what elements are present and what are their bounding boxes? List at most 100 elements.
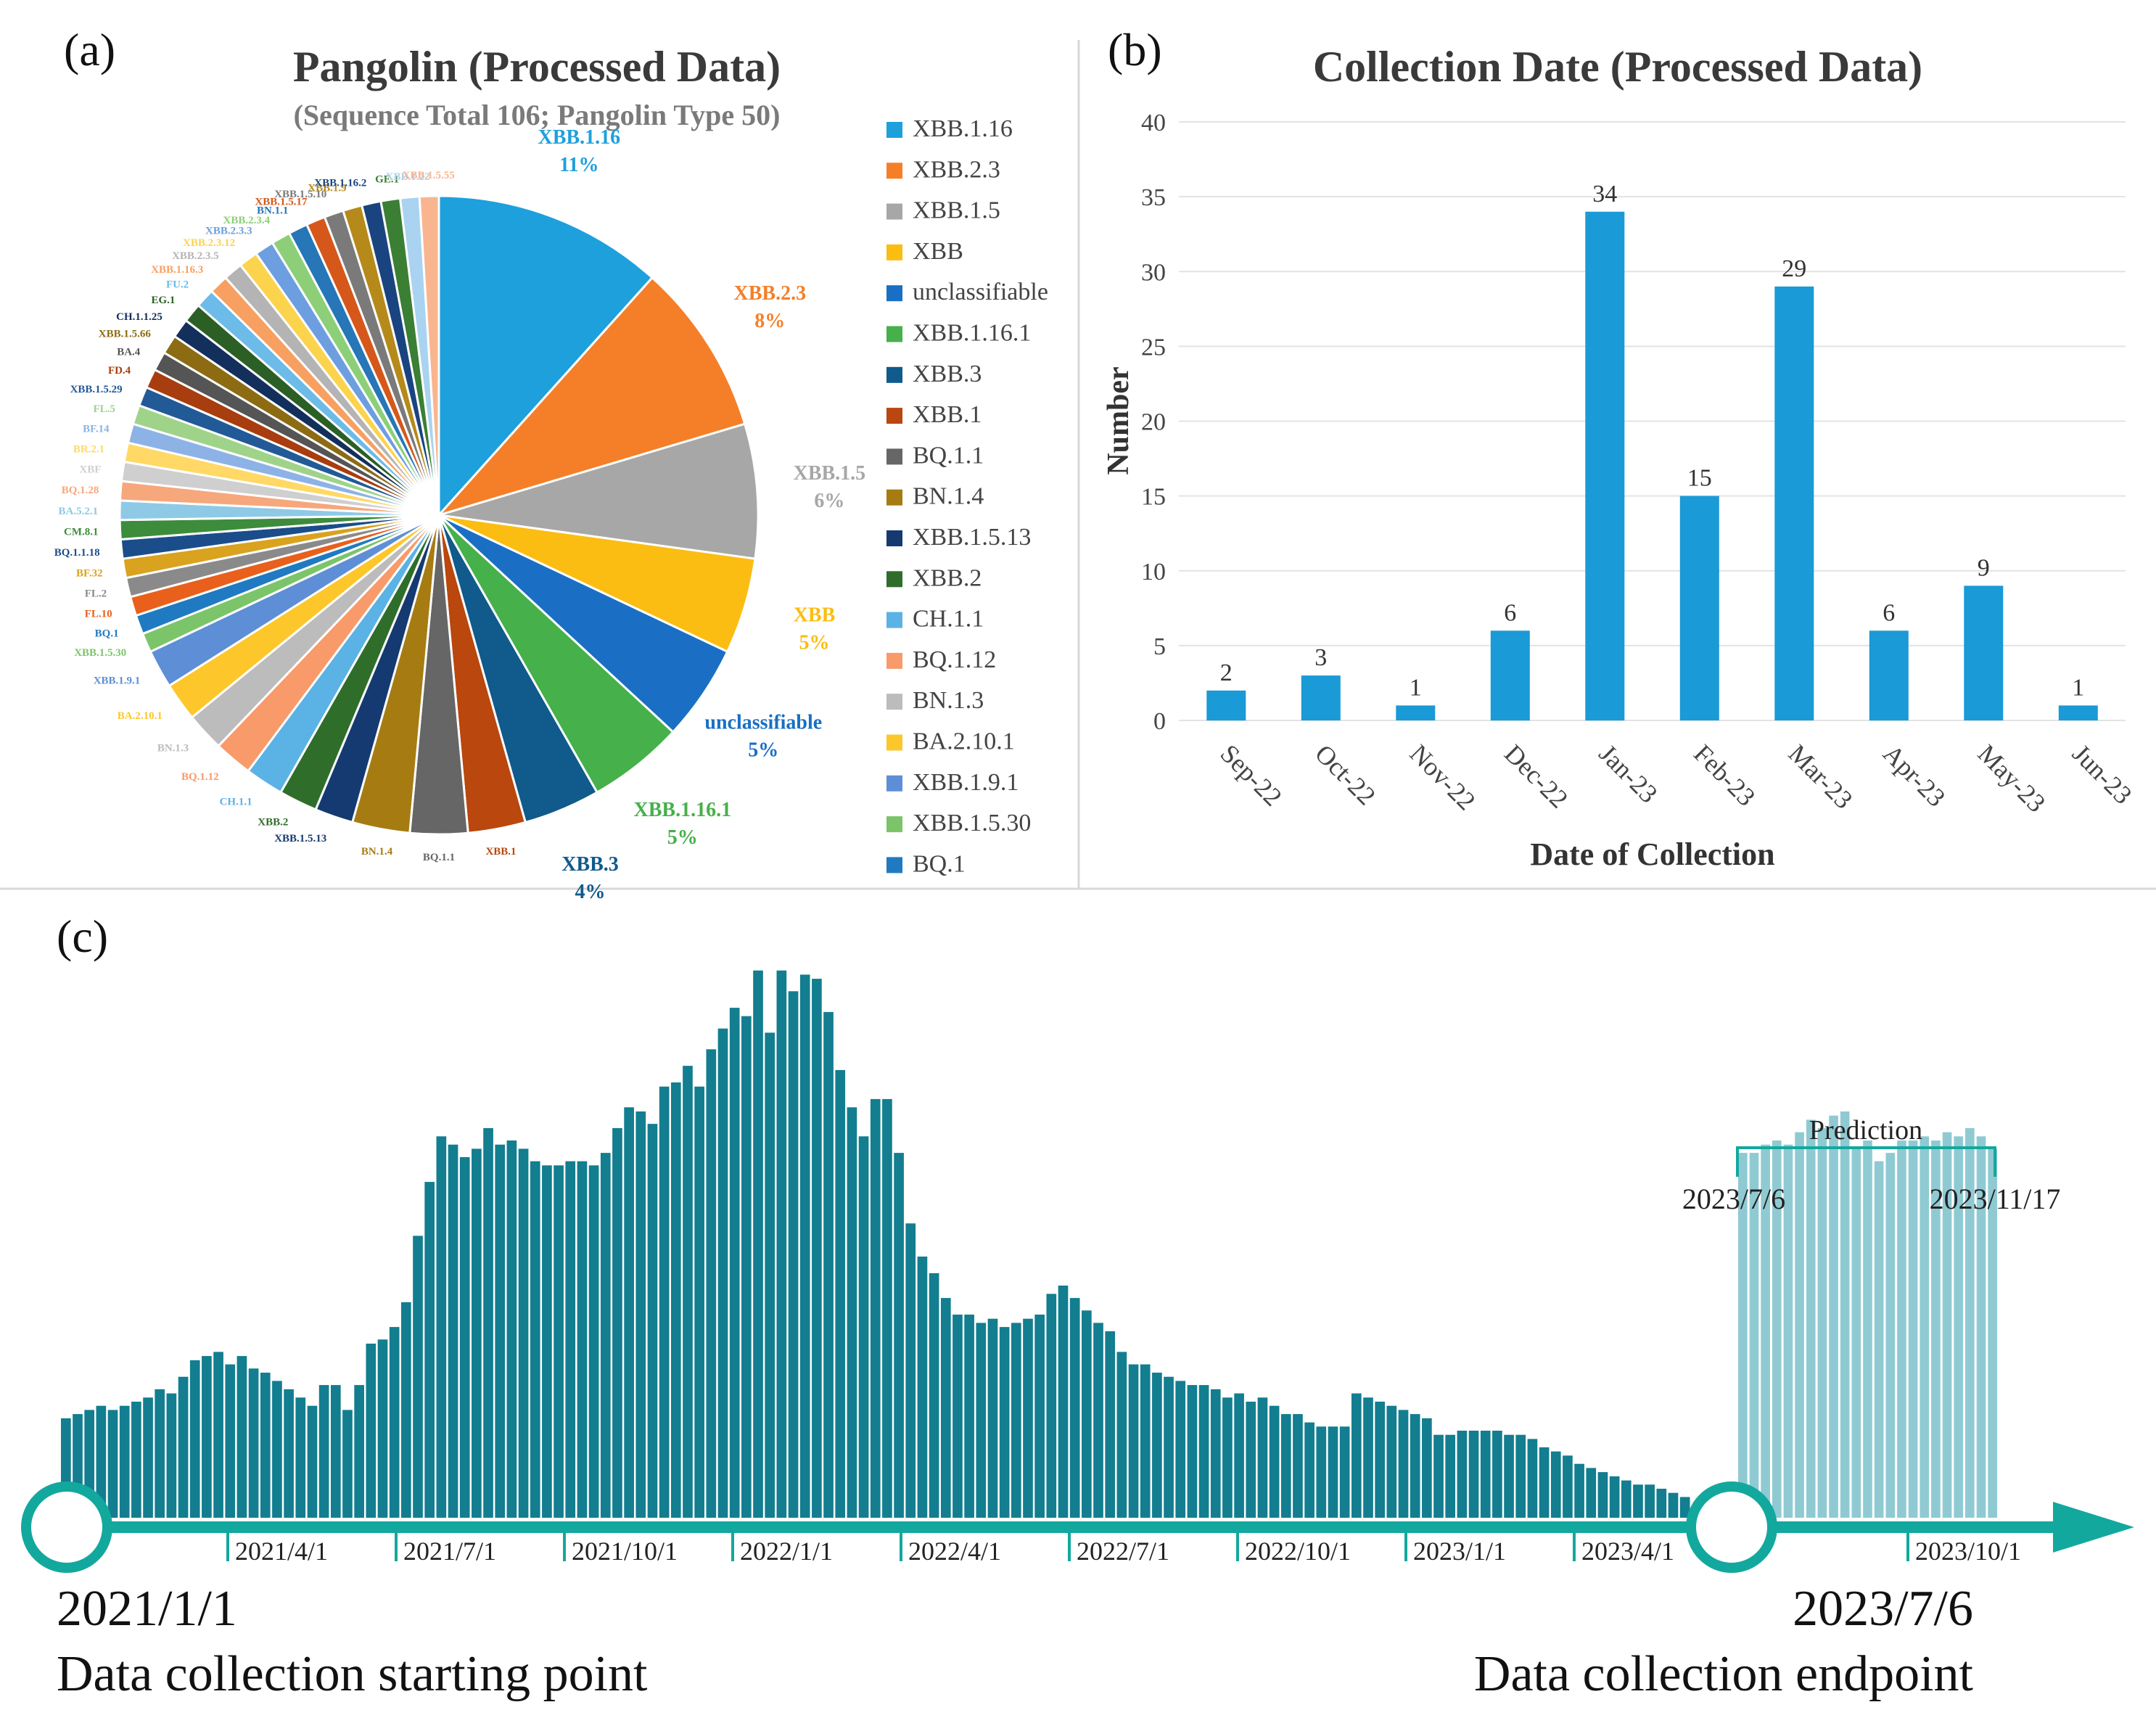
observed-bar: [413, 1236, 423, 1518]
timeline-observed-bars: [61, 970, 1690, 1518]
observed-bar: [940, 1298, 951, 1518]
legend-label-bq-1-12: BQ.1.12: [913, 646, 996, 673]
observed-bar: [1621, 1480, 1632, 1518]
observed-bar: [1234, 1393, 1244, 1518]
pie-label-ba-2-10-1: BA.2.10.1: [118, 710, 162, 722]
bar-may-23: [1964, 585, 2004, 720]
observed-bar: [823, 1011, 834, 1518]
observed-bar: [236, 1356, 247, 1518]
observed-bar: [952, 1315, 963, 1518]
observed-bar: [166, 1393, 177, 1518]
observed-bar: [1480, 1431, 1491, 1518]
pie-label-xbb-1-5-17: XBB.1.5.17: [255, 197, 308, 208]
observed-bar: [1246, 1402, 1256, 1518]
observed-bar: [929, 1273, 939, 1518]
observed-bar: [1280, 1414, 1291, 1518]
pie-label-eg-1: EG.1: [151, 295, 175, 306]
pie-label-xbb-1-5-10: XBB.1.5.10: [274, 189, 326, 200]
observed-bar: [1316, 1426, 1327, 1518]
observed-bar: [706, 1049, 717, 1518]
predicted-bar: [1817, 1127, 1827, 1518]
observed-bar: [1339, 1426, 1350, 1518]
legend-swatch-xbb-1-5-13: [886, 530, 902, 546]
bar-sep-22: [1206, 690, 1246, 721]
timeline-tick-2022-10-1: 2022/10/1: [1245, 1537, 1351, 1566]
observed-bar: [1645, 1484, 1655, 1518]
y-tick-25: 25: [1141, 334, 1166, 361]
predicted-bar: [1920, 1136, 1930, 1518]
observed-bar: [588, 1165, 599, 1518]
observed-bar: [1011, 1323, 1021, 1518]
observed-bar: [1198, 1385, 1209, 1518]
predicted-bar: [1874, 1161, 1884, 1518]
pie-label-bf-32: BF.32: [76, 568, 103, 580]
observed-bar: [600, 1153, 611, 1518]
bar-value-sep-22: 2: [1220, 659, 1233, 686]
pie-legend: XBB.1.16 XBB.2.3 XBB.1.5 XBB unclassifiable X…: [886, 115, 1048, 877]
bar-oct-22: [1301, 675, 1341, 720]
bar-apr-23: [1869, 630, 1909, 721]
observed-bar: [248, 1368, 259, 1518]
pie-label-ba-4: BA.4: [117, 346, 141, 358]
bar-x-axis-label: Date of Collection: [1530, 836, 1774, 872]
x-tick-nov-22: Nov-22: [1404, 739, 1481, 815]
pie-label-fl-5: FL.5: [93, 403, 115, 415]
legend-swatch-xbb: [886, 244, 902, 260]
observed-bar: [753, 970, 763, 1518]
pie-label-xbb-1-5-29: XBB.1.5.29: [70, 384, 123, 395]
observed-bar: [1422, 1418, 1432, 1518]
observed-bar: [1034, 1315, 1045, 1518]
observed-bar: [917, 1257, 928, 1518]
observed-bar: [1586, 1468, 1597, 1518]
observed-bar: [1433, 1434, 1444, 1518]
observed-bar: [542, 1165, 552, 1518]
observed-bar: [577, 1161, 588, 1518]
observed-bar: [1164, 1376, 1174, 1518]
observed-bar: [1023, 1318, 1033, 1518]
y-tick-20: 20: [1141, 409, 1166, 436]
pie-label-xbb-1-9: XBB.1.9: [308, 183, 346, 194]
timeline-end-marker: [1686, 1481, 1777, 1573]
predicted-bar: [1965, 1127, 1975, 1518]
y-tick-5: 5: [1153, 633, 1166, 660]
observed-bar: [1445, 1434, 1456, 1518]
observed-bar: [1069, 1298, 1080, 1518]
pie-label-bn-1-1: BN.1.1: [257, 205, 288, 216]
bar-value-mar-23: 29: [1782, 255, 1806, 282]
observed-bar: [683, 1066, 693, 1518]
legend-label-xbb-1-5-13: XBB.1.5.13: [913, 524, 1031, 551]
pie-label-fu-2: FU.2: [166, 279, 189, 291]
observed-bar: [530, 1161, 540, 1518]
observed-bar: [1116, 1352, 1127, 1518]
observed-bar: [178, 1376, 189, 1518]
pie-label-bq-1-12: BQ.1.12: [181, 771, 219, 783]
pie-slice-xbb-1-16: [437, 194, 654, 518]
pie-label-xbf: XBF: [79, 464, 101, 476]
timeline-start-caption: Data collection starting point: [57, 1646, 648, 1702]
bar-value-apr-23: 6: [1883, 599, 1895, 626]
predicted-bar: [1988, 1148, 1997, 1518]
legend-label-xbb-1-16: XBB.1.16: [913, 115, 1013, 142]
observed-bar: [554, 1165, 564, 1518]
pie-label-ge-1: GE.1: [375, 174, 399, 186]
bar-feb-23: [1679, 496, 1719, 720]
predicted-bar: [1885, 1153, 1896, 1518]
x-tick-jun-23: Jun-23: [2067, 739, 2138, 810]
observed-bar: [107, 1410, 118, 1518]
observed-bar: [1328, 1426, 1338, 1518]
y-tick-30: 30: [1141, 259, 1166, 286]
predicted-bar: [1829, 1115, 1838, 1518]
legend-swatch-ba-2-10-1: [886, 734, 902, 751]
y-tick-40: 40: [1141, 110, 1166, 136]
pie-title: Pangolin (Processed Data): [293, 43, 781, 91]
timeline-ticks: 2021/4/1 2021/7/1 2021/10/1 2022/1/1 2022/4/…: [226, 1527, 2021, 1566]
pie-pct-xbb-1-16: 11%: [559, 154, 598, 176]
legend-swatch-xbb-1-5: [886, 203, 902, 220]
observed-bar: [307, 1405, 318, 1518]
pie-pct-xbb-1-5: 6%: [814, 490, 844, 512]
legend-label-xbb-1-5-30: XBB.1.5.30: [913, 810, 1031, 836]
x-tick-jan-23: Jan-23: [1594, 739, 1663, 808]
observed-bar: [1093, 1323, 1103, 1518]
x-tick-may-23: May-23: [1972, 739, 2052, 818]
bar-dec-22: [1490, 630, 1530, 721]
